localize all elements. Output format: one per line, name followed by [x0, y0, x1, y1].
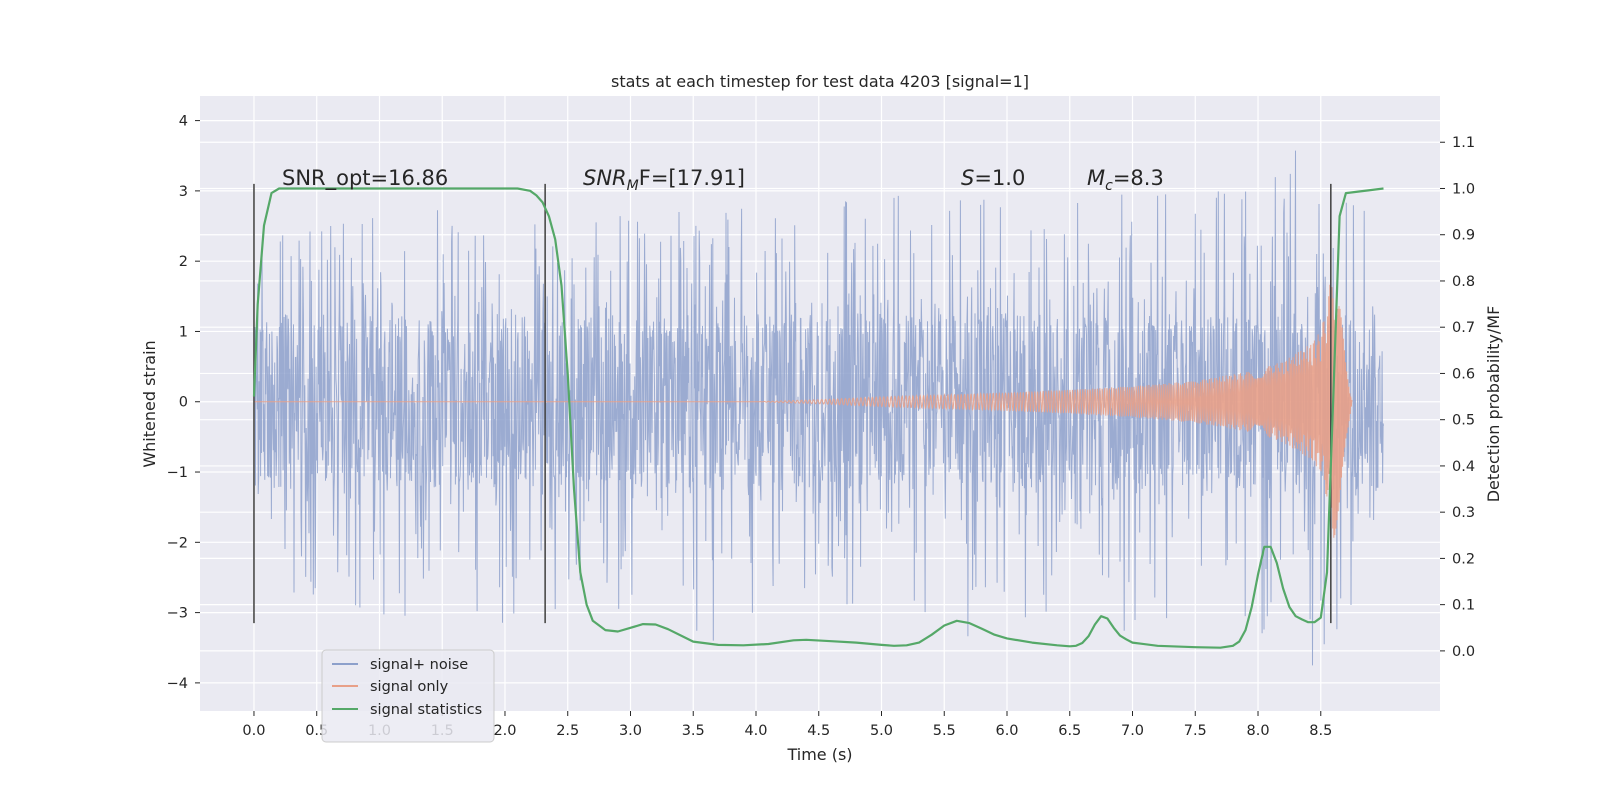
- y-tick-label: 2: [179, 254, 188, 270]
- annotation-mc: Mc=8.3: [1087, 166, 1164, 194]
- y-tick-label: −4: [167, 676, 188, 692]
- annotation-s-main: S: [961, 166, 974, 190]
- y-tick-label: −3: [167, 606, 188, 622]
- annotation-snr-mf: SNRMF=[17.91]: [583, 166, 745, 194]
- y2-tick-label: 0.7: [1452, 320, 1475, 336]
- y-tick-label: 0: [179, 395, 188, 411]
- annotation-s-rest: =1.0: [974, 166, 1025, 190]
- marker-lines: [253, 183, 1332, 624]
- y2-tick-label: 0.1: [1452, 598, 1475, 614]
- y-tick-label: −2: [167, 535, 188, 551]
- series-signal-statistics: [252, 187, 1384, 649]
- y2-tick-label: 0.9: [1452, 228, 1475, 244]
- y-tick-label: 4: [179, 114, 188, 130]
- y2-tick-label: 0.8: [1452, 274, 1475, 290]
- x-tick-label: 8.5: [1309, 723, 1332, 739]
- x-tick-label: 6.5: [1058, 723, 1081, 739]
- annotation-snr-mf-sub: M: [627, 178, 639, 194]
- legend: signal+ noise signal only signal statist…: [321, 649, 495, 743]
- x-tick-label: 3.5: [682, 723, 705, 739]
- x-tick-label: 2.5: [556, 723, 579, 739]
- y-tick-label: 3: [179, 184, 188, 200]
- y-axis-label: Whitened strain: [140, 340, 159, 467]
- x-tick-label: 4.5: [807, 723, 830, 739]
- annotation-snr-mf-rest: F=[17.91]: [639, 166, 745, 190]
- statistics-line: [252, 187, 1384, 649]
- annotation-mc-main: M: [1087, 166, 1105, 190]
- series-signal-only: [254, 281, 1353, 538]
- y2-tick-label: 0.0: [1452, 644, 1475, 660]
- legend-box: [321, 649, 495, 743]
- series-signal-noise: [253, 150, 1384, 666]
- y-tick-label: 1: [179, 324, 188, 340]
- x-tick-label: 0.0: [242, 723, 265, 739]
- annotation-s: S=1.0: [961, 166, 1025, 190]
- x-tick-label: 7.0: [1121, 723, 1144, 739]
- annotation-snr-mf-main: SNR: [583, 166, 627, 190]
- x-axis-label: Time (s): [786, 745, 852, 764]
- y-tick-label: −1: [167, 465, 188, 481]
- x-tick-label: 7.5: [1184, 723, 1207, 739]
- legend-label-stats: signal statistics: [370, 702, 482, 718]
- y2-tick-label: 0.3: [1452, 505, 1475, 521]
- annotation-snr-opt: SNR_opt=16.86: [282, 166, 448, 191]
- y2-tick-label: 0.2: [1452, 551, 1475, 567]
- x-tick-label: 2.0: [493, 723, 516, 739]
- x-tick-label: 8.0: [1246, 723, 1269, 739]
- noise-line: [253, 150, 1384, 666]
- annotation-mc-rest: =8.3: [1113, 166, 1164, 190]
- x-tick-label: 6.0: [995, 723, 1018, 739]
- legend-label-noise: signal+ noise: [370, 657, 468, 673]
- signal-line: [254, 281, 1353, 538]
- y2-tick-label: 1.0: [1452, 181, 1475, 197]
- x-tick-label: 5.0: [870, 723, 893, 739]
- y2-tick-label: 1.1: [1452, 135, 1475, 151]
- x-tick-label: 3.0: [619, 723, 642, 739]
- y2-axis-label: Detection probability/MF: [1484, 306, 1503, 503]
- y2-tick-label: 0.6: [1452, 366, 1475, 382]
- y2-tick-label: 0.4: [1452, 459, 1475, 475]
- chart-title: stats at each timestep for test data 420…: [611, 72, 1029, 91]
- x-tick-label: 5.5: [933, 723, 956, 739]
- annotation-mc-sub: c: [1105, 178, 1113, 194]
- y2-tick-label: 0.5: [1452, 413, 1475, 429]
- x-tick-label: 4.0: [744, 723, 767, 739]
- legend-label-signal: signal only: [370, 679, 449, 695]
